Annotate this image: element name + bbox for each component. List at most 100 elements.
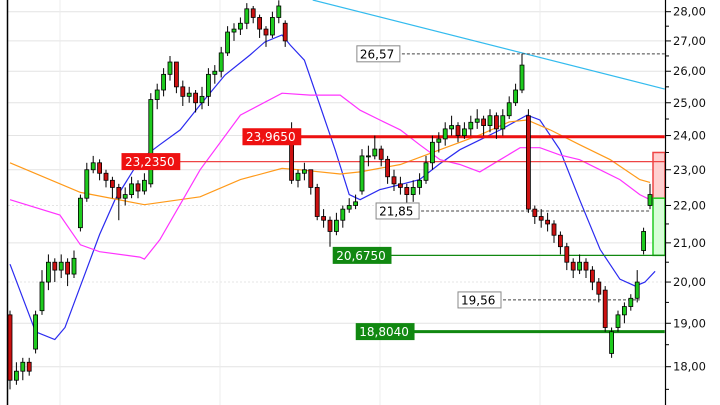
candle-up — [212, 70, 218, 75]
candle-up — [237, 22, 243, 30]
candle-down — [538, 216, 544, 221]
candle-down — [558, 234, 563, 248]
candle-down — [103, 172, 109, 181]
candle-up — [276, 5, 282, 18]
y-tick-label: 21,00 — [673, 236, 706, 250]
candle-down — [397, 183, 403, 188]
candle-up — [500, 115, 506, 130]
candle-down — [263, 28, 269, 36]
candle-up — [39, 281, 45, 312]
grid — [6, 0, 665, 405]
y-tick-label: 22,00 — [673, 198, 706, 212]
candle-up — [436, 138, 442, 143]
candle-up — [519, 64, 525, 91]
candle-down — [97, 162, 102, 174]
candle-down — [257, 17, 263, 30]
reward-zone — [652, 197, 666, 257]
price-axis[interactable]: 28,00 27,00 26,00 25,00 24,00 23,00 22,00 21,00… — [664, 0, 720, 405]
candle-up — [33, 314, 38, 350]
candle-down — [7, 314, 13, 381]
candle-down — [532, 208, 538, 217]
candle-up — [622, 306, 627, 316]
candle-up — [615, 314, 621, 328]
candle-up — [468, 121, 474, 130]
candle-up — [129, 183, 135, 195]
candle-down — [583, 261, 589, 271]
candle-up — [423, 162, 429, 181]
candle-up — [301, 169, 307, 174]
candle-down — [551, 223, 557, 236]
candle-down — [26, 361, 32, 372]
price-level-label-box — [332, 246, 392, 264]
price-level-label: 19,56 — [461, 293, 495, 307]
candle-up — [410, 187, 416, 195]
candle-up — [295, 172, 301, 181]
candle-down — [570, 261, 576, 271]
candle-up — [577, 261, 582, 271]
candle-down — [391, 176, 397, 185]
moving-average-line — [9, 34, 656, 341]
candle-down — [193, 92, 199, 104]
price-axis-background — [665, 0, 720, 405]
candle-up — [359, 155, 365, 192]
moving-average-line — [9, 92, 651, 260]
candle-up — [84, 169, 90, 199]
candle-down — [110, 179, 115, 188]
price-level-label-box — [356, 45, 401, 63]
candle-up — [148, 99, 154, 185]
candle-up — [244, 8, 250, 24]
price-level-label-box — [457, 291, 502, 309]
candle-up — [199, 95, 205, 104]
candle-up — [372, 148, 378, 157]
candle-up — [487, 115, 493, 126]
candle-down — [321, 216, 327, 221]
candle-up — [78, 197, 83, 229]
price-level-label: 23,9650 — [246, 130, 296, 144]
candle-up — [461, 128, 467, 136]
candle-up — [161, 73, 167, 91]
candle-up — [353, 201, 359, 206]
candle-up — [333, 219, 339, 232]
candles — [7, 0, 653, 390]
candle-down — [135, 183, 141, 192]
y-tick-label: 24,00 — [673, 129, 706, 143]
candle-down — [173, 61, 179, 88]
risk-reward-zones — [652, 151, 666, 257]
candle-up — [628, 297, 634, 307]
candle-up — [231, 28, 237, 33]
candle-down — [590, 269, 595, 283]
price-level-label: 18,8040 — [359, 325, 409, 339]
candle-down — [180, 86, 186, 97]
candle-down — [564, 246, 570, 263]
candle-up — [449, 125, 455, 130]
price-level-label: 21,85 — [379, 204, 413, 218]
candle-up — [218, 52, 224, 72]
candle-up — [513, 89, 518, 104]
candle-up — [417, 179, 423, 188]
price-level-label-box — [242, 128, 302, 146]
candle-down — [493, 115, 499, 130]
candle-up — [71, 257, 77, 275]
candle-down — [602, 289, 608, 328]
candle-up — [269, 17, 275, 36]
candle-up — [167, 61, 173, 75]
moving-averages — [9, 34, 656, 341]
candle-up — [634, 281, 640, 299]
candle-down — [308, 169, 314, 188]
trendline-line — [312, 0, 665, 90]
price-level-label-box — [121, 153, 181, 171]
candle-up — [154, 89, 160, 100]
y-tick-label: 18,00 — [673, 360, 706, 374]
price-level-label: 23,2350 — [125, 155, 175, 169]
y-tick-label: 27,00 — [673, 34, 706, 48]
candle-up — [609, 331, 614, 354]
candle-up — [141, 179, 147, 192]
price-levels — [122, 53, 665, 334]
y-tick-label: 23,00 — [673, 163, 706, 177]
candle-up — [429, 141, 435, 164]
candle-up — [225, 31, 231, 54]
candle-up — [20, 361, 26, 372]
candle-up — [46, 261, 51, 283]
candle-down — [250, 8, 256, 18]
risk-zone — [652, 151, 666, 199]
